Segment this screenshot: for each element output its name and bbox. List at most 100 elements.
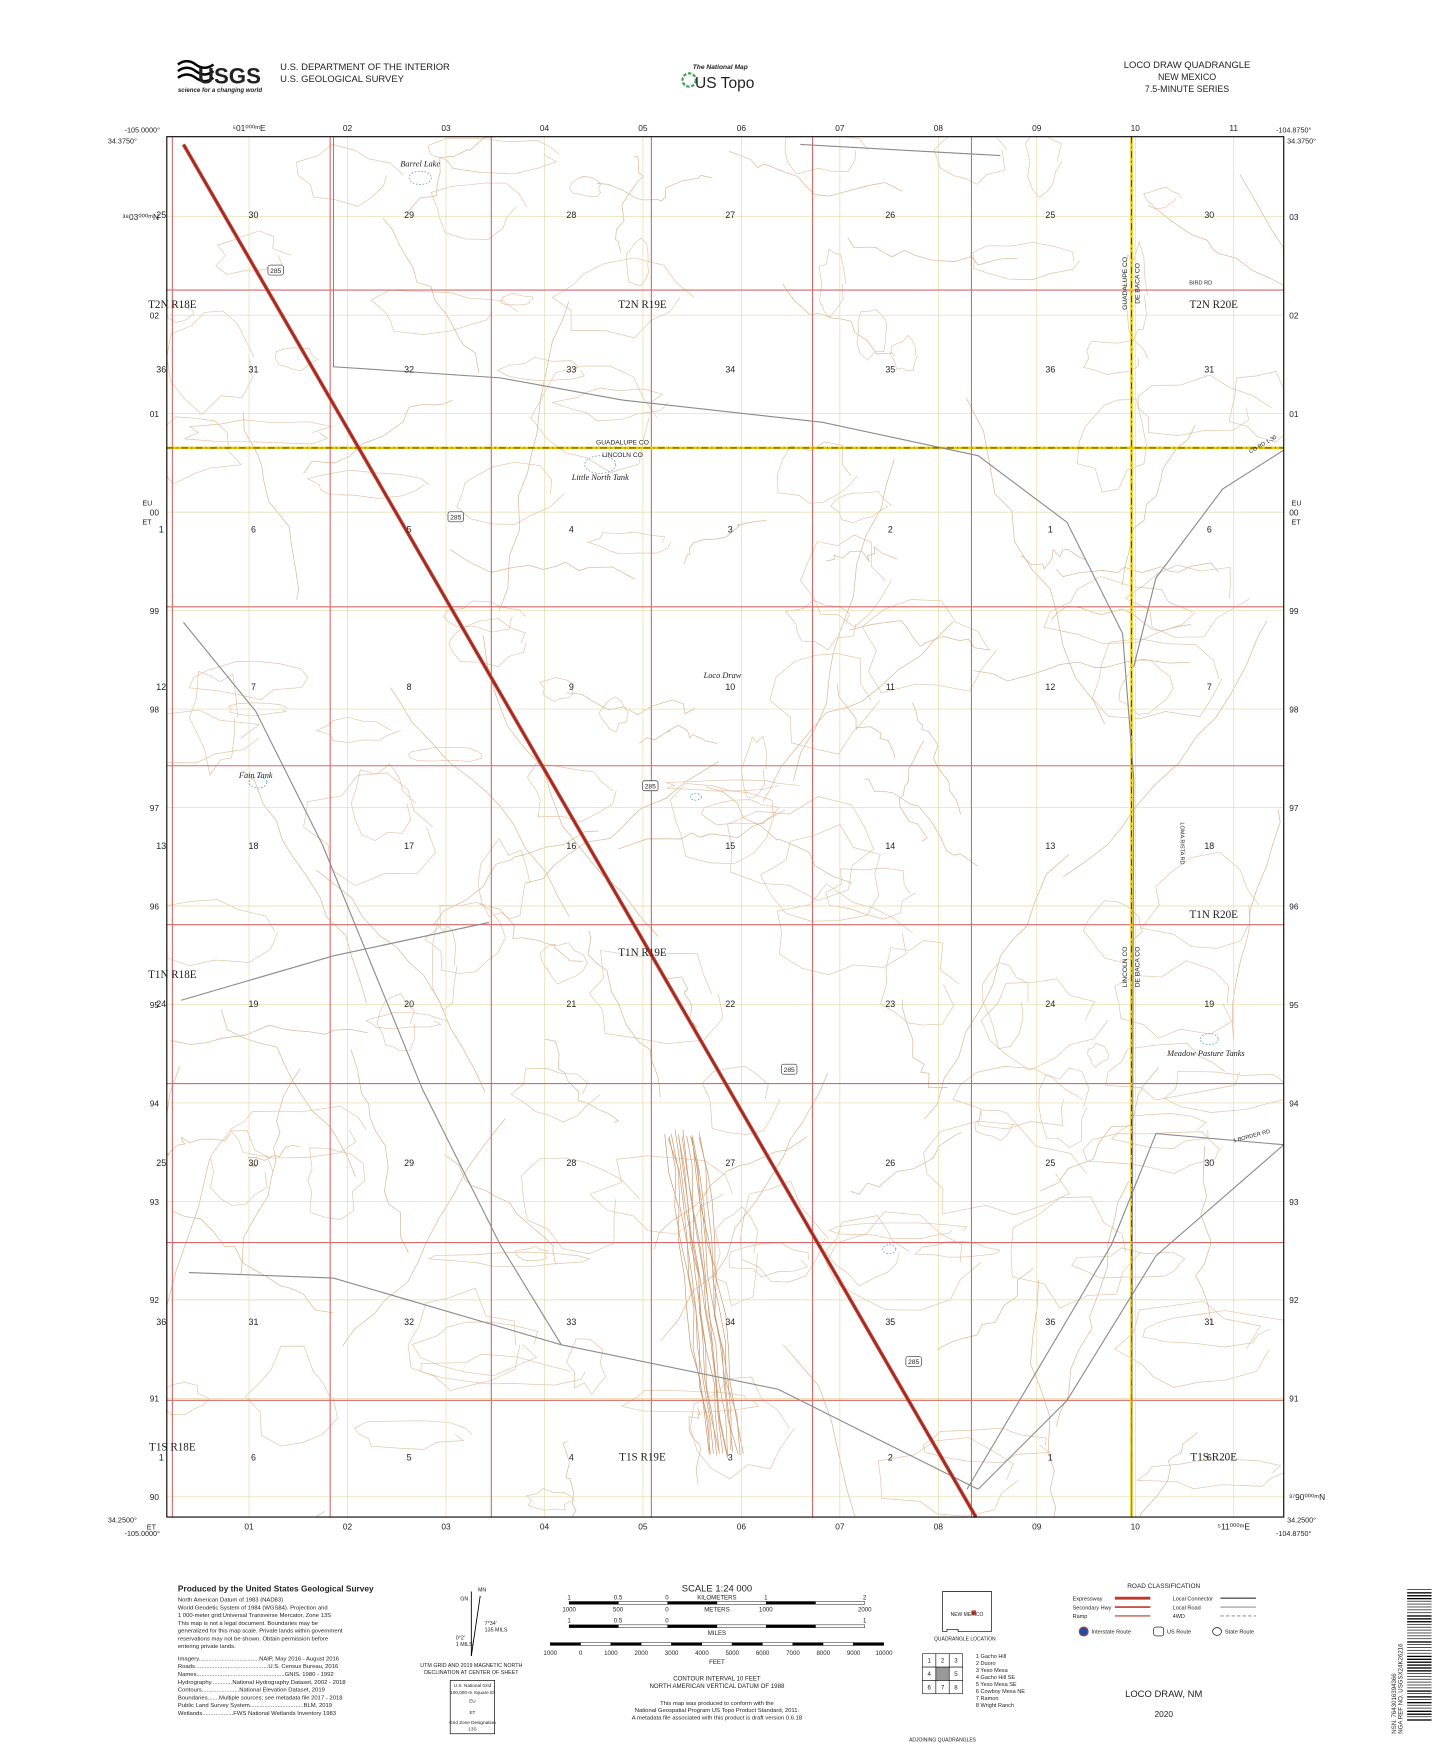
contour bbox=[370, 289, 518, 335]
contour bbox=[769, 653, 881, 755]
scale-bar bbox=[667, 1601, 718, 1605]
contour bbox=[665, 779, 800, 792]
contour bbox=[1025, 136, 1063, 198]
contour bbox=[587, 531, 672, 555]
road-class-item: 4WD bbox=[1173, 1614, 1185, 1620]
barcode-bar bbox=[1407, 1658, 1432, 1660]
contour bbox=[220, 1009, 356, 1177]
quad-location bbox=[971, 1610, 976, 1615]
contour bbox=[825, 1211, 982, 1311]
section-number: 26 bbox=[885, 1158, 895, 1168]
scale-bar bbox=[550, 1642, 581, 1646]
place-name: Meadow Pasture Tanks bbox=[1166, 1049, 1245, 1058]
barcode-bar bbox=[1407, 1635, 1432, 1637]
adjoining-cell bbox=[935, 1666, 950, 1681]
contour bbox=[566, 1338, 606, 1396]
section-number: 1 bbox=[159, 524, 164, 534]
barcode-bar bbox=[1407, 1696, 1432, 1698]
contour bbox=[1105, 1042, 1240, 1101]
adjoining-caption: ADJOINING QUADRANGLES bbox=[909, 1738, 977, 1744]
barcode-text: NGA REF NO. USGSX24K26216 bbox=[1398, 1643, 1405, 1734]
contour bbox=[530, 365, 658, 473]
scale-tick: 0 bbox=[579, 1650, 583, 1657]
scale-bar bbox=[568, 1601, 619, 1605]
contour bbox=[923, 854, 1070, 1120]
contour bbox=[1118, 659, 1174, 715]
series: 7.5-MINUTE SERIES bbox=[1145, 84, 1229, 94]
scale-bar bbox=[765, 1601, 816, 1605]
contour bbox=[242, 770, 367, 1004]
adjoining-number: 6 bbox=[928, 1684, 932, 1691]
adjoining-name: 4 Gacho Hill SE bbox=[976, 1675, 1015, 1681]
northing-label: 98 bbox=[150, 704, 160, 714]
barcode-bar bbox=[1407, 1647, 1432, 1648]
barcode-bar bbox=[1407, 1606, 1432, 1608]
contour bbox=[678, 1137, 718, 1456]
place-name: Little North Tank bbox=[571, 473, 629, 482]
scale-bar bbox=[792, 1642, 824, 1646]
adjoining-number: 7 bbox=[941, 1684, 945, 1691]
barcode-bar bbox=[1407, 1641, 1432, 1643]
barcode-bar bbox=[1407, 1632, 1432, 1634]
contour bbox=[982, 962, 1029, 1050]
scale-title: SCALE 1:24 000 bbox=[682, 1584, 752, 1595]
northing-label: 97 bbox=[150, 803, 160, 813]
barcode-bar bbox=[1407, 1690, 1432, 1692]
contour bbox=[901, 999, 948, 1089]
contour bbox=[1142, 1310, 1285, 1348]
contour bbox=[496, 356, 585, 381]
county-name: LINCOLN CO bbox=[1122, 947, 1129, 988]
contour bbox=[1010, 1196, 1141, 1309]
section-number: 2 bbox=[888, 1452, 893, 1462]
barcode-bar bbox=[1407, 1661, 1432, 1663]
section-number: 30 bbox=[249, 1158, 259, 1168]
location-caption: QUADRANGLE LOCATION bbox=[934, 1636, 996, 1642]
section-number: 6 bbox=[1207, 1452, 1212, 1462]
standard-note: A metadata file associated with this pro… bbox=[632, 1715, 803, 1721]
contour bbox=[727, 796, 875, 901]
section-number: 17 bbox=[404, 841, 414, 851]
section-number: 31 bbox=[1204, 364, 1214, 374]
barcode-bar bbox=[1407, 1600, 1432, 1602]
section-number: 11 bbox=[886, 682, 895, 692]
contour bbox=[980, 978, 1109, 1071]
zone-mark: EU bbox=[142, 499, 152, 508]
state-outline bbox=[942, 1591, 992, 1632]
contour bbox=[849, 620, 991, 651]
water-body bbox=[584, 455, 617, 474]
declination-text: 1 MILS bbox=[456, 1642, 473, 1648]
scale-tick: 0 bbox=[665, 1594, 669, 1601]
barcode-bar bbox=[1407, 1615, 1432, 1617]
section-number: 8 bbox=[407, 682, 412, 692]
barcode-text: NSN. 7643016394366 bbox=[1391, 1673, 1398, 1734]
contour bbox=[639, 724, 718, 744]
usng-text: 100,000-m Square ID bbox=[450, 1690, 495, 1695]
contour bbox=[296, 144, 404, 207]
contour bbox=[1163, 1070, 1285, 1113]
scale-bar bbox=[716, 1624, 767, 1628]
contour bbox=[836, 683, 896, 759]
contour bbox=[1083, 339, 1149, 375]
section-number: 31 bbox=[249, 1317, 259, 1327]
scale-bar bbox=[610, 1642, 642, 1646]
easting-label: 09 bbox=[1032, 1521, 1042, 1531]
barcode-bar bbox=[1407, 1597, 1432, 1600]
producer: Produced by the United States Geological… bbox=[178, 1584, 374, 1594]
contour bbox=[1110, 1113, 1209, 1149]
contour bbox=[1051, 605, 1192, 632]
route-number: 285 bbox=[645, 784, 656, 791]
section-number: 21 bbox=[566, 999, 576, 1009]
contour bbox=[382, 217, 480, 373]
contour bbox=[275, 347, 320, 372]
contour bbox=[598, 696, 629, 733]
contour bbox=[456, 461, 565, 525]
contour bbox=[525, 761, 720, 884]
section-number: 25 bbox=[156, 1158, 166, 1168]
contour bbox=[1038, 1067, 1090, 1149]
barcode-bar bbox=[1407, 1603, 1432, 1605]
adjoining-number: 8 bbox=[954, 1684, 958, 1691]
easting-label: 02 bbox=[343, 1521, 353, 1531]
scale-bar bbox=[580, 1642, 612, 1646]
section-number: 33 bbox=[566, 364, 576, 374]
source-line: Imagery.................................… bbox=[178, 1656, 340, 1662]
